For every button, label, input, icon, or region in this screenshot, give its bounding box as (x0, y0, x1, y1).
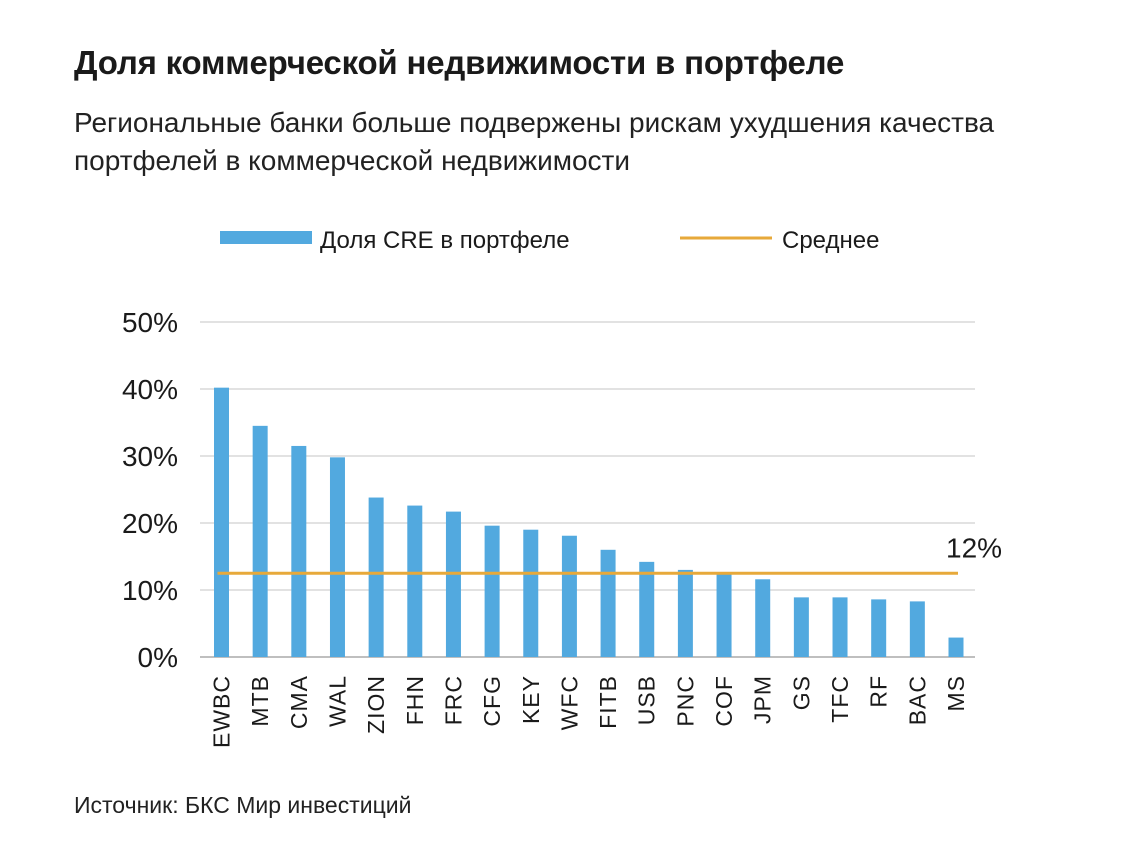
x-tick-label: WFC (556, 675, 582, 730)
average-line-group: 12% (217, 532, 1002, 575)
source-note: Источник: БКС Мир инвестиций (74, 792, 412, 818)
x-tick-label: ZION (363, 675, 389, 734)
legend-swatch-bar (220, 231, 312, 244)
bar-cof (716, 572, 732, 657)
bar-fhn (407, 505, 423, 657)
x-tick-label: CMA (286, 675, 312, 729)
y-tick-label: 0% (138, 642, 178, 673)
bar-jpm (755, 579, 771, 657)
bar-tfc (832, 597, 848, 657)
legend: Доля CRE в портфеле Среднее (220, 227, 879, 254)
y-tick-label: 50% (122, 307, 178, 338)
bar-wal (329, 457, 345, 657)
bar-fitb (600, 549, 616, 657)
y-tick-label: 10% (122, 575, 178, 606)
y-tick-label: 30% (122, 441, 178, 472)
legend-label-bar: Доля CRE в портфеле (320, 227, 570, 254)
bar-wfc (561, 535, 577, 657)
x-tick-label: KEY (518, 675, 544, 724)
bar-pnc (677, 569, 693, 657)
bar-ewbc (214, 387, 229, 657)
x-tick-label: EWBC (209, 675, 235, 748)
x-tick-label: TFC (827, 675, 853, 723)
y-axis-labels: 0% 10% 20% 30% 40% 50% (122, 307, 178, 673)
x-tick-label: GS (788, 675, 814, 710)
x-tick-label: WAL (324, 675, 350, 727)
bar-key (523, 529, 539, 657)
bar-cfg (484, 525, 500, 657)
bar-mtb (252, 425, 268, 657)
bars (214, 387, 964, 657)
x-tick-label: RF (866, 675, 892, 708)
gridlines (200, 321, 975, 658)
bar-frc (445, 511, 461, 657)
bar-zion (368, 497, 384, 657)
y-tick-label: 40% (122, 374, 178, 405)
y-tick-label: 20% (122, 508, 178, 539)
x-tick-label: MS (943, 675, 969, 712)
bar-usb (639, 561, 655, 657)
chart-title: Доля коммерческой недвижимости в портфел… (74, 44, 845, 81)
x-axis-labels: EWBC MTB CMA WAL ZION FHN FRC CFG KEY WFC FITB USB P… (209, 675, 970, 748)
x-tick-label: COF (711, 675, 737, 727)
x-tick-label: FHN (402, 675, 428, 725)
chart-subtitle: Региональные банки больше подвержены рис… (74, 107, 995, 176)
average-annotation: 12% (946, 532, 1002, 563)
bar-bac (909, 601, 925, 657)
legend-label-line: Среднее (782, 227, 879, 254)
bar-cma (291, 445, 307, 657)
x-tick-label: JPM (750, 675, 776, 724)
x-tick-label: CFG (479, 675, 505, 727)
x-tick-label: PNC (672, 675, 698, 727)
x-tick-label: FITB (595, 675, 621, 729)
bar-ms (948, 637, 964, 657)
x-tick-label: FRC (440, 675, 466, 725)
x-tick-label: BAC (904, 675, 930, 725)
bar-rf (871, 599, 887, 657)
x-tick-label: MTB (247, 675, 273, 727)
bar-gs (793, 597, 809, 657)
x-tick-label: USB (634, 675, 660, 725)
